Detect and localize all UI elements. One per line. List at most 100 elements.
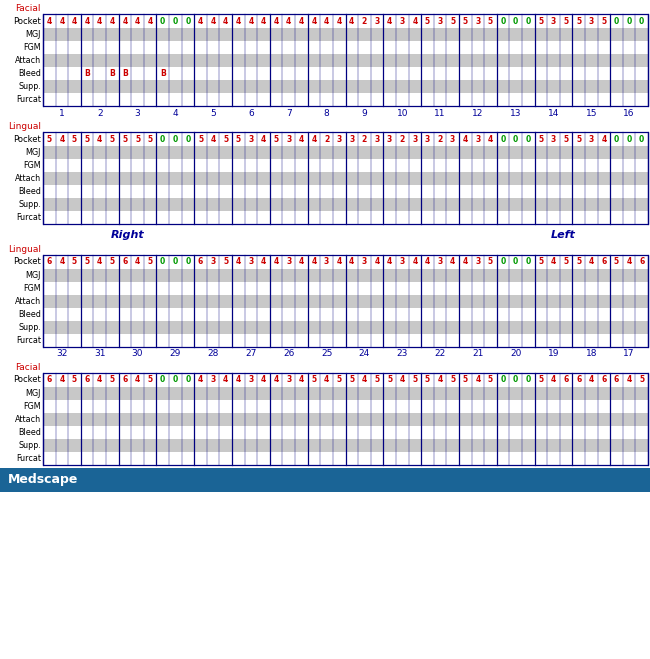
Text: Attach: Attach (15, 415, 41, 424)
Text: 3: 3 (412, 134, 417, 144)
Text: 22: 22 (434, 349, 446, 358)
Text: 4: 4 (324, 16, 329, 26)
Text: 4: 4 (172, 109, 178, 117)
Text: 29: 29 (170, 349, 181, 358)
Text: 2: 2 (324, 134, 329, 144)
Text: 4: 4 (299, 16, 304, 26)
Text: 4: 4 (627, 376, 632, 384)
Text: 5: 5 (337, 376, 342, 384)
Text: 4: 4 (236, 258, 241, 266)
Text: 0: 0 (627, 134, 632, 144)
Text: 5: 5 (72, 134, 77, 144)
Text: 4: 4 (59, 258, 64, 266)
Text: 5: 5 (564, 16, 569, 26)
Text: 5: 5 (412, 376, 417, 384)
Text: 5: 5 (47, 134, 52, 144)
Text: 4: 4 (463, 258, 468, 266)
Bar (43, 452, 648, 465)
Text: 2: 2 (400, 134, 405, 144)
Bar (43, 28, 648, 41)
Text: Lingual: Lingual (8, 122, 41, 131)
Text: 4: 4 (274, 376, 279, 384)
Text: Medscape: Medscape (8, 474, 79, 486)
Text: 5: 5 (148, 376, 153, 384)
Text: 23: 23 (396, 349, 408, 358)
Text: MGJ: MGJ (25, 271, 41, 280)
Text: 1: 1 (59, 109, 65, 117)
Text: B: B (122, 69, 128, 78)
Text: 5: 5 (488, 376, 493, 384)
Text: FGM: FGM (23, 284, 41, 293)
Text: 3: 3 (211, 376, 216, 384)
Bar (43, 146, 648, 159)
Text: 4: 4 (551, 258, 556, 266)
Text: 5: 5 (72, 258, 77, 266)
Text: 10: 10 (396, 109, 408, 117)
Text: 5: 5 (110, 258, 115, 266)
Text: 27: 27 (245, 349, 257, 358)
Text: 5: 5 (576, 258, 581, 266)
Text: 5: 5 (387, 376, 392, 384)
Text: 16: 16 (623, 109, 635, 117)
Text: Pocket: Pocket (13, 134, 41, 144)
Text: 28: 28 (207, 349, 219, 358)
Text: 4: 4 (135, 16, 140, 26)
Bar (43, 198, 648, 211)
Text: 0: 0 (513, 16, 518, 26)
Text: 6: 6 (47, 258, 52, 266)
Text: 0: 0 (513, 134, 518, 144)
Text: 3: 3 (211, 258, 216, 266)
Bar (43, 255, 648, 269)
Text: 3: 3 (248, 376, 254, 384)
Text: 0: 0 (185, 16, 190, 26)
Text: 4: 4 (400, 376, 405, 384)
Text: 3: 3 (437, 258, 443, 266)
Bar (43, 67, 648, 80)
Text: 4: 4 (274, 258, 279, 266)
Text: 4: 4 (261, 16, 266, 26)
Text: 17: 17 (623, 349, 635, 358)
Bar (43, 185, 648, 198)
Bar (43, 132, 648, 146)
Text: 3: 3 (551, 16, 556, 26)
Text: 4: 4 (97, 16, 102, 26)
Text: 0: 0 (500, 16, 506, 26)
Text: 20: 20 (510, 349, 521, 358)
Text: 5: 5 (614, 258, 619, 266)
Text: Pocket: Pocket (13, 258, 41, 266)
Text: 0: 0 (614, 134, 619, 144)
Text: 0: 0 (500, 134, 506, 144)
Text: 4: 4 (299, 376, 304, 384)
Text: 12: 12 (472, 109, 484, 117)
Text: 3: 3 (286, 134, 291, 144)
Text: 6: 6 (601, 258, 606, 266)
Text: 0: 0 (160, 134, 165, 144)
Text: 3: 3 (475, 258, 480, 266)
Bar (43, 14, 648, 106)
Text: 0: 0 (639, 16, 644, 26)
Bar (43, 387, 648, 400)
Text: 4: 4 (261, 376, 266, 384)
Text: 5: 5 (639, 376, 644, 384)
Text: 0: 0 (185, 258, 190, 266)
Text: 5: 5 (135, 134, 140, 144)
Text: 4: 4 (627, 258, 632, 266)
Text: 3: 3 (248, 258, 254, 266)
Text: 4: 4 (236, 376, 241, 384)
Text: 9: 9 (361, 109, 367, 117)
Text: 13: 13 (510, 109, 521, 117)
Text: 4: 4 (475, 376, 480, 384)
Text: 4: 4 (223, 16, 228, 26)
Text: 3: 3 (387, 134, 392, 144)
Text: 5: 5 (488, 258, 493, 266)
Text: 6: 6 (47, 376, 52, 384)
Text: 2: 2 (362, 16, 367, 26)
Text: 4: 4 (274, 16, 279, 26)
Text: 4: 4 (324, 376, 329, 384)
Text: 5: 5 (576, 134, 581, 144)
Text: 5: 5 (450, 16, 455, 26)
Text: 3: 3 (475, 134, 480, 144)
Text: 3: 3 (450, 134, 455, 144)
Text: 5: 5 (211, 109, 216, 117)
Bar (43, 54, 648, 67)
